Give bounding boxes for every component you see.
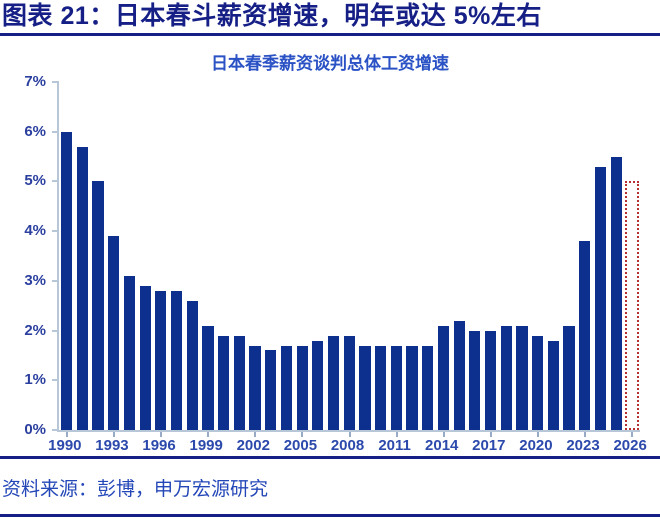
x-axis-label: 1999 [189,437,223,454]
plot-area [52,81,640,437]
bar-2020 [532,335,544,430]
x-axis-tick [536,432,539,437]
chart-title: 日本春季薪资谈判总体工资增速 [211,54,449,73]
y-axis-tick [52,379,59,382]
bar-2006 [312,340,324,430]
x-axis-label: 2026 [613,437,647,454]
x-axis-label: 2011 [378,437,411,454]
bar-2019 [516,325,528,430]
x-axis-labels: 1990 1993 1996 1999 2002 2005 2008 2011 2014 2017… [0,437,660,455]
y-axis-label: 5% [24,172,46,190]
bar-2021 [547,340,559,430]
x-axis-label: 2017 [472,437,506,454]
bar-2003 [265,350,277,430]
source-text: 资料来源：彭博，申万宏源研究 [2,479,269,500]
bar-1993 [108,236,120,430]
y-axis-label: 4% [24,222,46,240]
x-axis-label: 2008 [330,437,365,454]
bar-1995 [139,285,151,430]
source-divider [0,456,660,459]
bar-2015 [453,320,465,430]
y-axis-tick [52,329,59,332]
bar-2014 [437,325,450,430]
y-axis-tick [52,429,59,431]
x-axis-tick [348,432,351,437]
x-axis-label: 2005 [283,437,318,454]
bar-2011 [390,345,402,430]
bar-2024 [594,166,607,430]
forecast-box-2026 [624,181,639,430]
x-axis-tick [160,432,163,437]
bar-2008 [343,335,355,430]
y-axis-tick [52,230,59,233]
y-axis-label: 6% [24,122,46,140]
bar-2018 [500,325,512,430]
x-axis-label: 2014 [425,437,459,454]
y-axis-tick [52,279,59,282]
bar-2023 [579,241,591,430]
x-axis-tick [207,432,210,437]
bar-1996 [155,290,167,430]
x-axis-tick [489,432,492,437]
bar-2002 [249,345,261,430]
y-axis-tick [52,180,59,183]
x-axis-tick [631,432,634,437]
bar-1998 [186,300,198,430]
x-axis-tick [65,432,68,437]
bottom-border [0,514,660,517]
y-axis-tick [52,130,59,133]
bar-2013 [422,345,434,430]
bar-2016 [469,330,481,430]
y-axis-label: 0% [24,421,46,438]
x-axis-tick [112,432,115,437]
y-axis-label: 2% [24,321,46,339]
bar-2022 [563,325,575,430]
title-underline [0,33,660,36]
x-axis-label: 1993 [95,437,129,454]
x-axis-tick [584,432,587,437]
x-axis-tick [442,432,445,437]
x-axis-tick [301,432,304,437]
bar-2000 [218,335,230,430]
bar-1992 [92,181,104,430]
x-axis-tick [254,432,257,437]
bar-1991 [76,146,88,430]
x-axis-label: 2023 [566,437,600,454]
y-axis-label: 3% [24,271,46,289]
x-axis-tick [395,432,398,437]
bar-2009 [359,345,371,430]
bar-2004 [280,345,293,430]
bar-2001 [233,335,245,430]
x-axis-label: 1990 [48,437,82,454]
bar-2017 [484,330,497,430]
y-axis-label: 7% [24,73,46,90]
bar-1997 [170,290,183,430]
bar-1990 [61,131,73,430]
bar-2007 [327,335,340,430]
x-axis-label: 2002 [236,437,270,454]
bar-2005 [296,345,308,430]
bar-1994 [123,275,135,430]
bar-1999 [202,325,214,430]
bar-2025 [610,156,622,430]
bar-2010 [375,345,387,430]
x-axis-label: 1996 [142,437,176,454]
bar-2012 [406,345,418,430]
y-axis-tick [52,81,59,83]
x-axis-label: 2020 [519,437,553,454]
y-axis-label: 1% [24,371,46,389]
figure-title: 图表 21：日本春斗薪资增速，明年或达 5%左右 [2,2,542,30]
